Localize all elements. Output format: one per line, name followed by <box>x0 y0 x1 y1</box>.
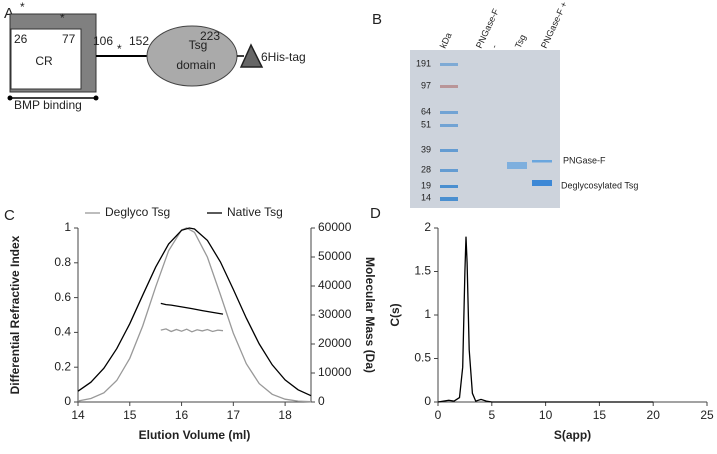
data-line <box>77 227 312 403</box>
x-tick-label: 14 <box>71 408 85 422</box>
lane-label: - <box>489 43 499 50</box>
y2-tick-label: 10000 <box>318 365 352 379</box>
y-tick-label: 1 <box>64 220 71 234</box>
band <box>532 160 552 163</box>
y2-tick-label: 60000 <box>318 220 352 234</box>
dot <box>7 95 13 101</box>
data-line <box>77 227 312 397</box>
data-line <box>437 236 654 403</box>
x-tick-label: 10 <box>539 408 553 422</box>
his-tag <box>239 43 264 68</box>
tag-label: 6His-tag <box>261 50 306 64</box>
x-axis-title: S(app) <box>554 428 591 442</box>
y-tick-label: 0.4 <box>54 325 71 339</box>
y-tick-label: 2 <box>424 220 431 234</box>
residue: 77 <box>62 32 76 46</box>
marker: 191 <box>416 58 431 68</box>
x-tick-label: 5 <box>488 408 495 422</box>
legend-label: Native Tsg <box>227 205 283 219</box>
residue: 152 <box>129 34 149 48</box>
lane-label: kDa <box>438 31 454 50</box>
band-label: Deglycosylated Tsg <box>561 180 638 190</box>
legend-label: Deglyco Tsg <box>105 205 170 219</box>
y-axis-title: C(s) <box>388 303 402 326</box>
marker: 64 <box>421 106 431 116</box>
data-line <box>160 328 224 333</box>
asterisk: * <box>117 42 122 56</box>
marker: 28 <box>421 164 431 174</box>
band <box>507 162 527 169</box>
cr-inner <box>10 28 82 90</box>
marker: 51 <box>421 119 431 129</box>
panel-label: B <box>372 11 382 28</box>
lane-label: Tsg <box>513 33 528 50</box>
x-tick-label: 18 <box>278 408 292 422</box>
bmp-label: BMP binding <box>14 98 82 112</box>
y-tick-label: 1 <box>424 307 431 321</box>
asterisk: * <box>20 0 25 14</box>
panel-label: A <box>4 5 14 22</box>
domain-diagram: * * 26 77 CR 106 * 152 Tsg domain 223 6H… <box>7 0 306 112</box>
panel-label: C <box>4 207 15 224</box>
y-tick-label: 0.2 <box>54 359 71 373</box>
lane-label: PNGase-F <box>474 7 501 50</box>
x-tick-label: 16 <box>175 408 189 422</box>
band <box>532 180 552 186</box>
band-label: PNGase-F <box>563 155 606 165</box>
data-line <box>160 302 224 315</box>
y-axis-title: Differential Refractive Index <box>8 235 22 394</box>
dot <box>93 95 99 101</box>
y2-tick-label: 30000 <box>318 307 352 321</box>
x-tick-label: 0 <box>435 408 442 422</box>
asterisk: * <box>60 11 65 25</box>
marker: 14 <box>421 192 431 202</box>
ladder <box>440 63 458 201</box>
y-tick-label: 0 <box>64 394 71 408</box>
y-tick-label: 0.5 <box>414 351 431 365</box>
x-tick-label: 15 <box>593 408 607 422</box>
residue: 26 <box>14 32 28 46</box>
x-tick-label: 15 <box>123 408 137 422</box>
panel-label: D <box>370 205 381 222</box>
y-tick-label: 0.6 <box>54 290 71 304</box>
y2-tick-label: 0 <box>318 394 325 408</box>
y2-tick-label: 40000 <box>318 278 352 292</box>
domain-label: domain <box>176 58 215 72</box>
tsg-domain <box>146 25 238 87</box>
residue: 223 <box>200 29 220 43</box>
gel: kDa PNGase-F - Tsg PNGase-F + Tsg 191 97… <box>410 0 638 208</box>
y2-tick-label: 50000 <box>318 249 352 263</box>
y2-tick-label: 20000 <box>318 336 352 350</box>
marker: 39 <box>421 144 431 154</box>
tsg-label: Tsg <box>189 38 208 52</box>
x-tick-label: 25 <box>700 408 714 422</box>
x-axis-title: Elution Volume (ml) <box>139 428 251 442</box>
y-tick-label: 0.8 <box>54 255 71 269</box>
residue: 106 <box>93 34 113 48</box>
marker: 97 <box>421 80 431 90</box>
y-tick-label: 1.5 <box>414 264 431 278</box>
y2-axis-title: Molecular Mass (Da) <box>363 257 377 373</box>
marker: 19 <box>421 180 431 190</box>
x-tick-label: 20 <box>647 408 661 422</box>
y-tick-label: 0 <box>424 394 431 408</box>
cr-label: CR <box>35 54 53 68</box>
x-tick-label: 17 <box>227 408 241 422</box>
lane-label: PNGase-F + Tsg <box>539 0 576 50</box>
